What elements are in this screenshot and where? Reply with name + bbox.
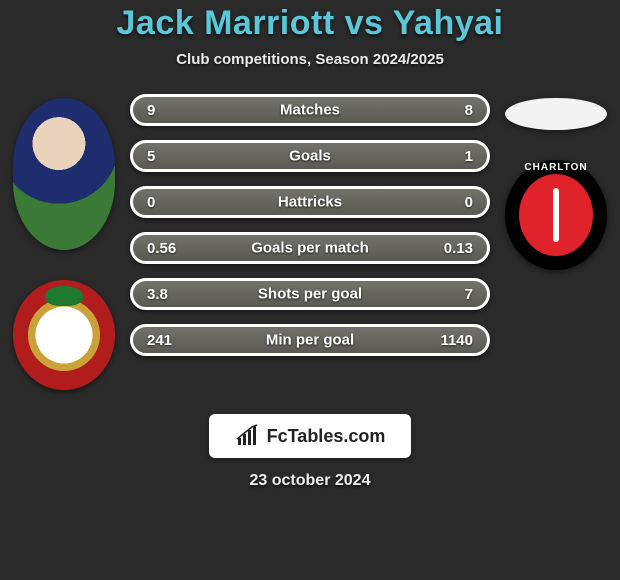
left-column — [8, 90, 120, 390]
stat-left-value: 5 — [147, 148, 187, 165]
stat-label: Goals — [289, 148, 331, 165]
right-column: CHARLTON — [500, 90, 612, 270]
chart-icon — [235, 424, 259, 448]
content-row: 9 Matches 8 5 Goals 1 0 Hattricks 0 0.56… — [0, 90, 620, 390]
stats-list: 9 Matches 8 5 Goals 1 0 Hattricks 0 0.56… — [120, 94, 500, 356]
player-photo-right — [505, 98, 607, 130]
stat-label: Matches — [280, 102, 340, 119]
stat-right-value: 8 — [433, 102, 473, 119]
stat-row: 5 Goals 1 — [130, 140, 490, 172]
club-badge-right: CHARLTON — [505, 160, 607, 270]
stat-right-value: 0 — [433, 194, 473, 211]
stat-left-value: 0 — [147, 194, 187, 211]
club-badge-left — [13, 280, 115, 390]
stat-left-value: 0.56 — [147, 240, 187, 257]
stat-right-value: 1140 — [433, 332, 473, 349]
stat-row: 241 Min per goal 1140 — [130, 324, 490, 356]
brand-text: FcTables.com — [267, 426, 386, 447]
footer: FcTables.com 23 october 2024 — [209, 414, 412, 490]
stat-right-value: 7 — [433, 286, 473, 303]
stat-label: Hattricks — [278, 194, 342, 211]
stat-left-value: 241 — [147, 332, 187, 349]
stat-row: 0.56 Goals per match 0.13 — [130, 232, 490, 264]
club-badge-right-text: CHARLTON — [505, 160, 607, 270]
stat-label: Goals per match — [251, 240, 369, 257]
footer-date: 23 october 2024 — [250, 472, 371, 490]
stat-right-value: 1 — [433, 148, 473, 165]
stat-row: 3.8 Shots per goal 7 — [130, 278, 490, 310]
comparison-card: Jack Marriott vs Yahyai Club competition… — [0, 0, 620, 580]
brand-badge: FcTables.com — [209, 414, 412, 458]
stat-label: Shots per goal — [258, 286, 362, 303]
stat-left-value: 9 — [147, 102, 187, 119]
stat-right-value: 0.13 — [433, 240, 473, 257]
stat-row: 9 Matches 8 — [130, 94, 490, 126]
page-subtitle: Club competitions, Season 2024/2025 — [176, 51, 444, 68]
stat-label: Min per goal — [266, 332, 354, 349]
page-title: Jack Marriott vs Yahyai — [117, 4, 504, 43]
player-photo-left — [13, 98, 115, 250]
stat-row: 0 Hattricks 0 — [130, 186, 490, 218]
stat-left-value: 3.8 — [147, 286, 187, 303]
